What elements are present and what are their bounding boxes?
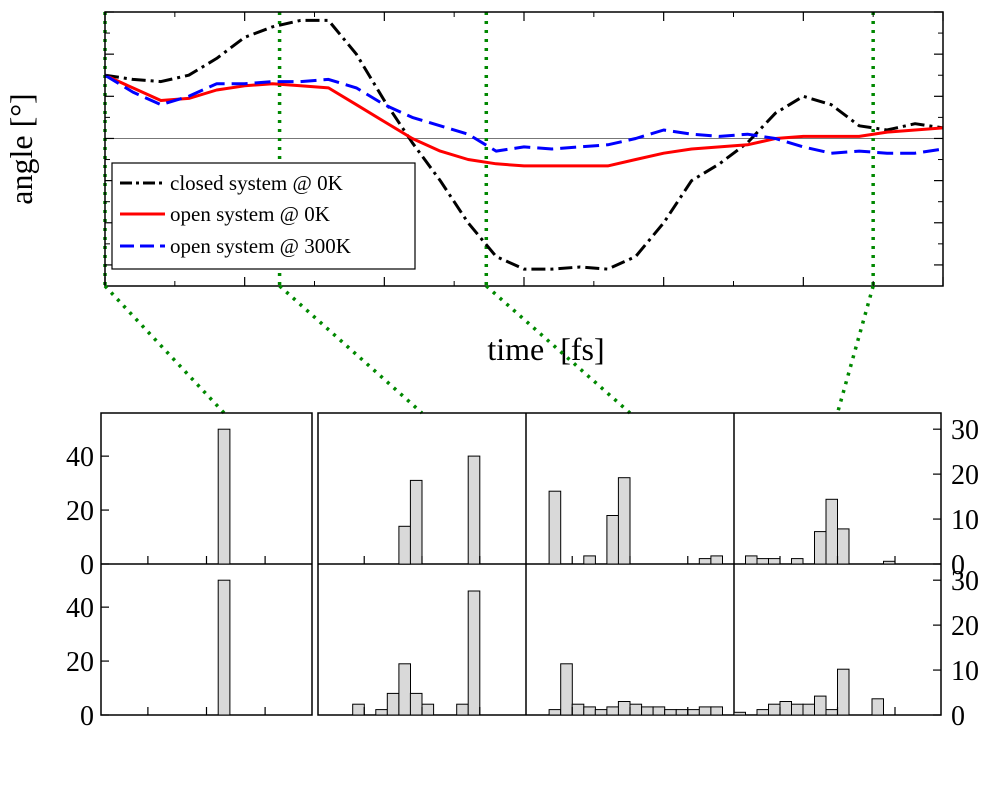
histogram-bar — [375, 709, 388, 716]
series-line-1 — [104, 73, 944, 168]
hist-y-tick-label-right: 30 — [951, 566, 979, 597]
series-line-2 — [104, 73, 944, 155]
histogram-bar — [467, 455, 481, 565]
histogram-bar — [675, 709, 689, 716]
histogram-bar — [825, 709, 838, 716]
histogram-bar — [548, 490, 562, 565]
histogram-bar — [606, 515, 620, 565]
histogram-bar — [733, 711, 746, 716]
histogram-bar — [698, 706, 712, 716]
histogram-bar — [652, 706, 666, 716]
top-y-axis-title: angle [°] — [3, 93, 39, 204]
histogram-bar — [710, 555, 724, 565]
histogram-bar — [421, 703, 435, 716]
series-line-0 — [104, 18, 944, 271]
marker-connectors — [103, 284, 875, 415]
hist-y-tick-label-left: 40 — [66, 593, 94, 624]
histogram-bar — [756, 558, 769, 565]
marker-connector-1 — [278, 284, 424, 415]
top-x-axis-title: time [fs] — [487, 331, 604, 367]
histogram-bar — [825, 498, 838, 565]
hist-y-tick-label-left: 0 — [80, 550, 94, 581]
histogram-bar — [386, 692, 400, 716]
histogram-bar — [571, 703, 585, 716]
hist-y-tick-label-right: 10 — [951, 656, 979, 687]
hist-y-tick-label-right: 20 — [951, 611, 979, 642]
histogram-bar — [710, 706, 724, 716]
hist-y-tick-label-left: 40 — [66, 442, 94, 473]
histogram-bar — [687, 709, 700, 716]
histogram-bar — [791, 703, 804, 716]
histogram-bar — [617, 477, 631, 565]
hist-y-tick-label-right: 10 — [951, 505, 979, 536]
histogram-bar — [398, 525, 411, 565]
histogram-bar — [583, 555, 596, 565]
legend-label-open-300k: open system @ 300K — [170, 234, 351, 258]
histogram-bar — [779, 701, 792, 716]
hist-y-tick-label-right: 30 — [951, 415, 979, 446]
histogram-bar — [768, 558, 781, 565]
legend-box — [111, 162, 416, 270]
histogram-bar — [217, 428, 231, 565]
hist-y-tick-label-right: 0 — [951, 550, 965, 581]
histogram-bar — [352, 703, 365, 716]
histogram-bar — [745, 555, 758, 565]
histogram-bar — [548, 709, 562, 716]
legend: closed system @ 0K open system @ 0K open… — [111, 162, 416, 270]
hist-y-tick-label-left: 20 — [66, 647, 94, 678]
hist-y-tick-label-right: 0 — [951, 701, 965, 732]
histogram-bar — [629, 703, 643, 716]
histogram-bar — [398, 663, 411, 716]
histogram-bar — [606, 706, 620, 716]
marker-connector-3 — [835, 285, 875, 414]
histogram-bar — [617, 701, 631, 716]
histogram-bar — [217, 579, 231, 716]
top-series — [104, 18, 944, 271]
histogram-bar — [814, 531, 827, 565]
histogram-bar — [409, 479, 423, 565]
histogram-bar — [768, 703, 781, 716]
histogram-bar — [594, 709, 608, 716]
histogram-bar — [791, 558, 804, 565]
histogram-bar — [456, 703, 469, 716]
histogram-bar — [641, 706, 654, 716]
histogram-bar — [698, 558, 712, 565]
legend-label-closed: closed system @ 0K — [170, 171, 343, 195]
legend-label-open-0k: open system @ 0K — [170, 202, 330, 226]
hist-y-tick-label-left: 0 — [80, 701, 94, 732]
time-series-plot: angle [°] time [fs] closed system @ 0K o… — [3, 11, 944, 367]
histogram-bar — [664, 709, 677, 716]
hist-y-tick-label-right: 20 — [951, 460, 979, 491]
histogram-bar — [802, 703, 815, 716]
histogram-bar — [814, 695, 827, 716]
histogram-bar — [837, 668, 850, 716]
histogram-bar — [883, 560, 896, 565]
hist-y-tick-label-left: 20 — [66, 496, 94, 527]
histogram-bar — [583, 706, 596, 716]
marker-connector-0 — [103, 284, 226, 415]
histogram-bar — [467, 590, 481, 716]
histogram-bar — [409, 692, 423, 716]
histogram-bar — [837, 528, 850, 565]
histogram-bar — [560, 663, 573, 716]
histogram-bar — [756, 709, 769, 716]
histogram-bar — [871, 698, 884, 716]
